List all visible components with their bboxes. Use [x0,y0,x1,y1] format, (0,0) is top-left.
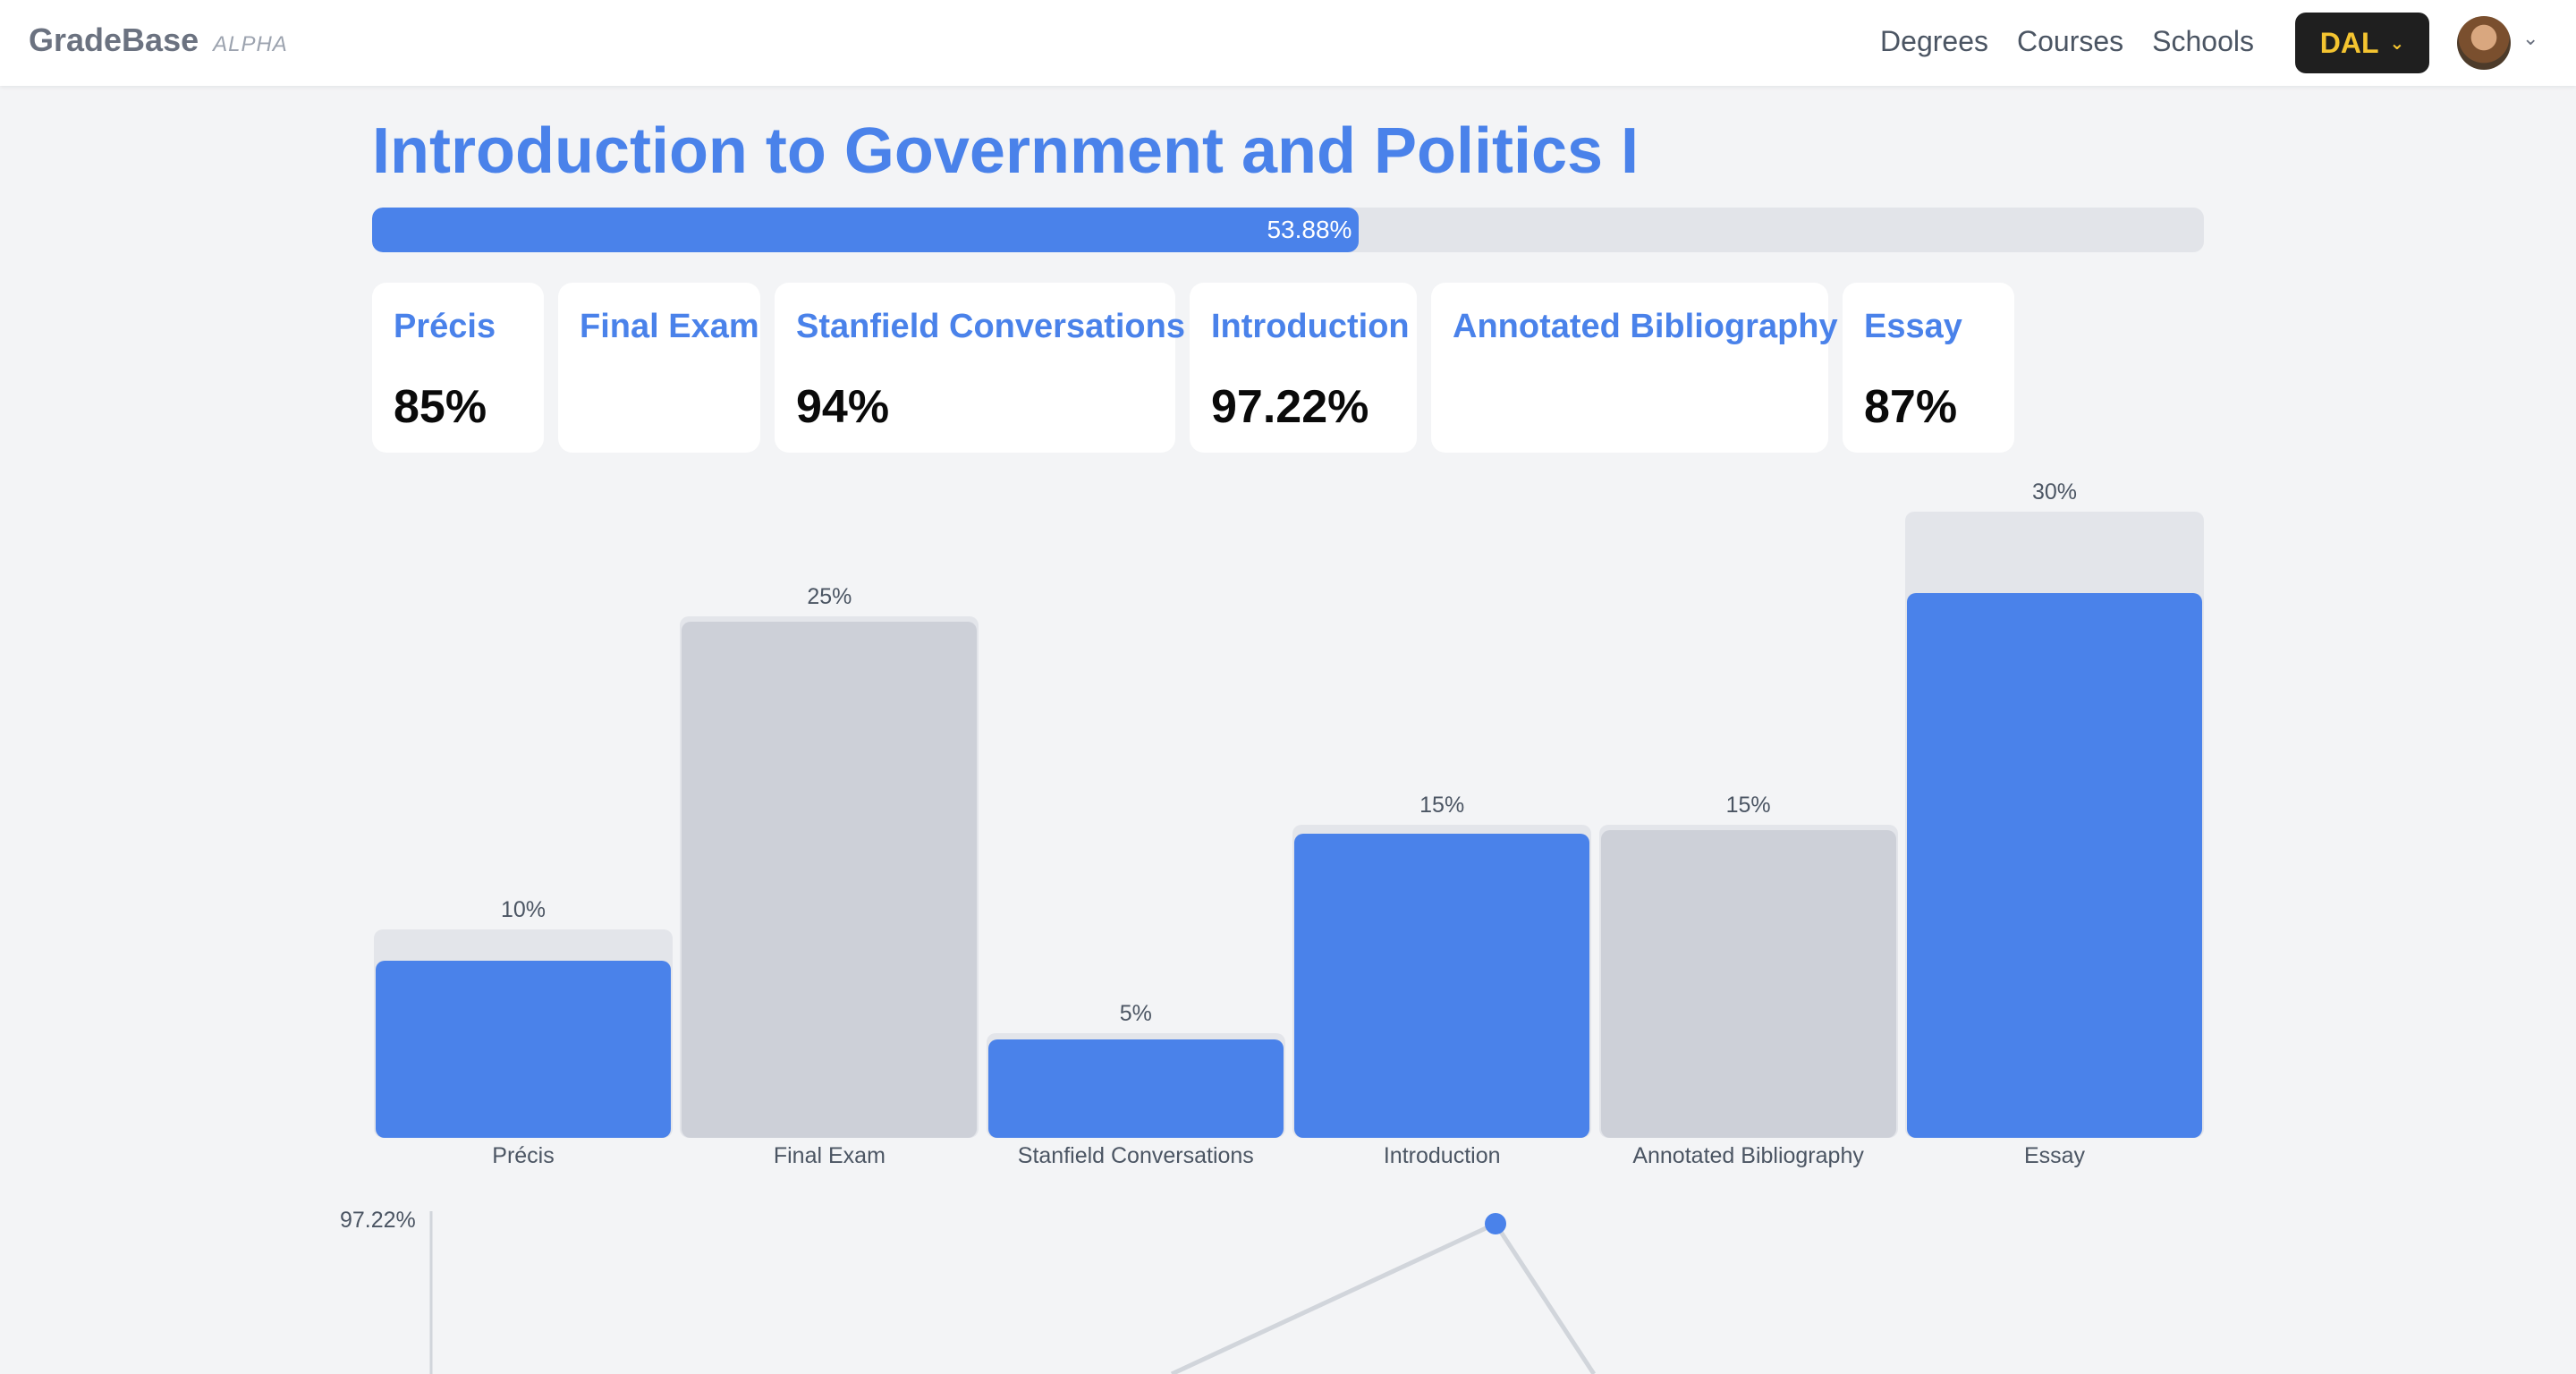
page-title: Introduction to Government and Politics … [372,115,1640,187]
bar-weight-label: 10% [500,896,547,922]
chevron-down-icon[interactable]: ⌄ [2522,27,2539,49]
bar-category-label: Final Exam [773,1143,886,1168]
card-value [1453,380,1807,434]
line-chart-series-segment [1493,1222,1597,1374]
card-value [580,380,739,434]
school-selector-label: DAL [2319,26,2379,59]
bar-track [986,1033,1285,1138]
line-chart-y-tick-label: 97.22% [340,1208,416,1233]
assessment-card-precis[interactable]: Précis 85% [372,283,544,453]
grade-line-chart [429,1211,1597,1374]
course-progress-fill: 53.88% [372,208,1360,252]
card-value: 97.22% [1211,381,1369,433]
assessment-cards: Précis 85% Final Exam Stanfield Conversa… [372,283,2014,453]
assessment-card-introduction[interactable]: Introduction 97.22% [1190,283,1417,453]
chevron-down-icon: ⌄ [2389,33,2405,54]
bar-track [1598,825,1898,1138]
card-title: Précis [394,308,496,345]
card-title: Essay [1864,308,1962,345]
navbar: GradeBase ALPHA Degrees Courses Schools … [0,0,2576,86]
card-title: Stanfield Conversations [796,308,1185,345]
bar[interactable] [1907,593,2202,1138]
nav-link-courses[interactable]: Courses [2017,25,2124,57]
school-selector-button[interactable]: DAL ⌄ [2295,13,2429,73]
bar-weight-label: 15% [1725,793,1771,818]
assessment-card-final-exam[interactable]: Final Exam [558,283,760,453]
nav-link-schools[interactable]: Schools [2152,25,2254,57]
user-avatar[interactable] [2457,16,2511,70]
course-progress-bar: 53.88% [372,208,2204,252]
card-title: Introduction [1211,308,1410,345]
card-value: 85% [394,381,487,433]
card-value: 87% [1864,381,1958,433]
card-title: Final Exam [580,308,759,345]
bar[interactable] [987,1039,1284,1138]
bar-track [1292,825,1592,1138]
bar-weight-label: 5% [1119,1001,1152,1027]
nav-link-degrees[interactable]: Degrees [1880,25,1988,57]
assessment-card-annotated-bibliography[interactable]: Annotated Bibliography [1431,283,1838,453]
card-value: 94% [796,381,890,433]
brand-name[interactable]: GradeBase [29,21,199,58]
bar[interactable] [1294,833,1590,1138]
course-progress-label: 53.88% [1267,216,1352,243]
bar-category-label: Stanfield Conversations [1017,1143,1254,1168]
assessment-card-essay[interactable]: Essay 87% [1843,283,2014,453]
bar[interactable] [376,960,671,1138]
bar-track [374,929,673,1138]
bar-category-label: Introduction [1383,1143,1501,1168]
bar-weight-label: 25% [807,583,852,609]
card-title: Annotated Bibliography [1453,308,1838,345]
line-chart-point-introduction [1485,1213,1506,1234]
brand-tag: ALPHA [213,32,288,56]
nav-links: Degrees Courses Schools [1880,25,2254,58]
bar-category-label: Essay [2023,1143,2086,1168]
assessment-card-stanfield-conversations[interactable]: Stanfield Conversations 94% [775,283,1185,453]
bar[interactable] [682,621,978,1138]
bar-category-label: Annotated Bibliography [1632,1143,1864,1168]
brand[interactable]: GradeBase ALPHA [29,21,288,59]
bar-track [1905,512,2204,1138]
bar-weight-label: 30% [2031,479,2078,505]
bar-track [680,615,979,1138]
bar-weight-label: 15% [1419,793,1465,818]
bar-category-label: Précis [492,1143,555,1168]
line-chart-series-segment [1170,1221,1497,1374]
bar[interactable] [1600,830,1896,1138]
